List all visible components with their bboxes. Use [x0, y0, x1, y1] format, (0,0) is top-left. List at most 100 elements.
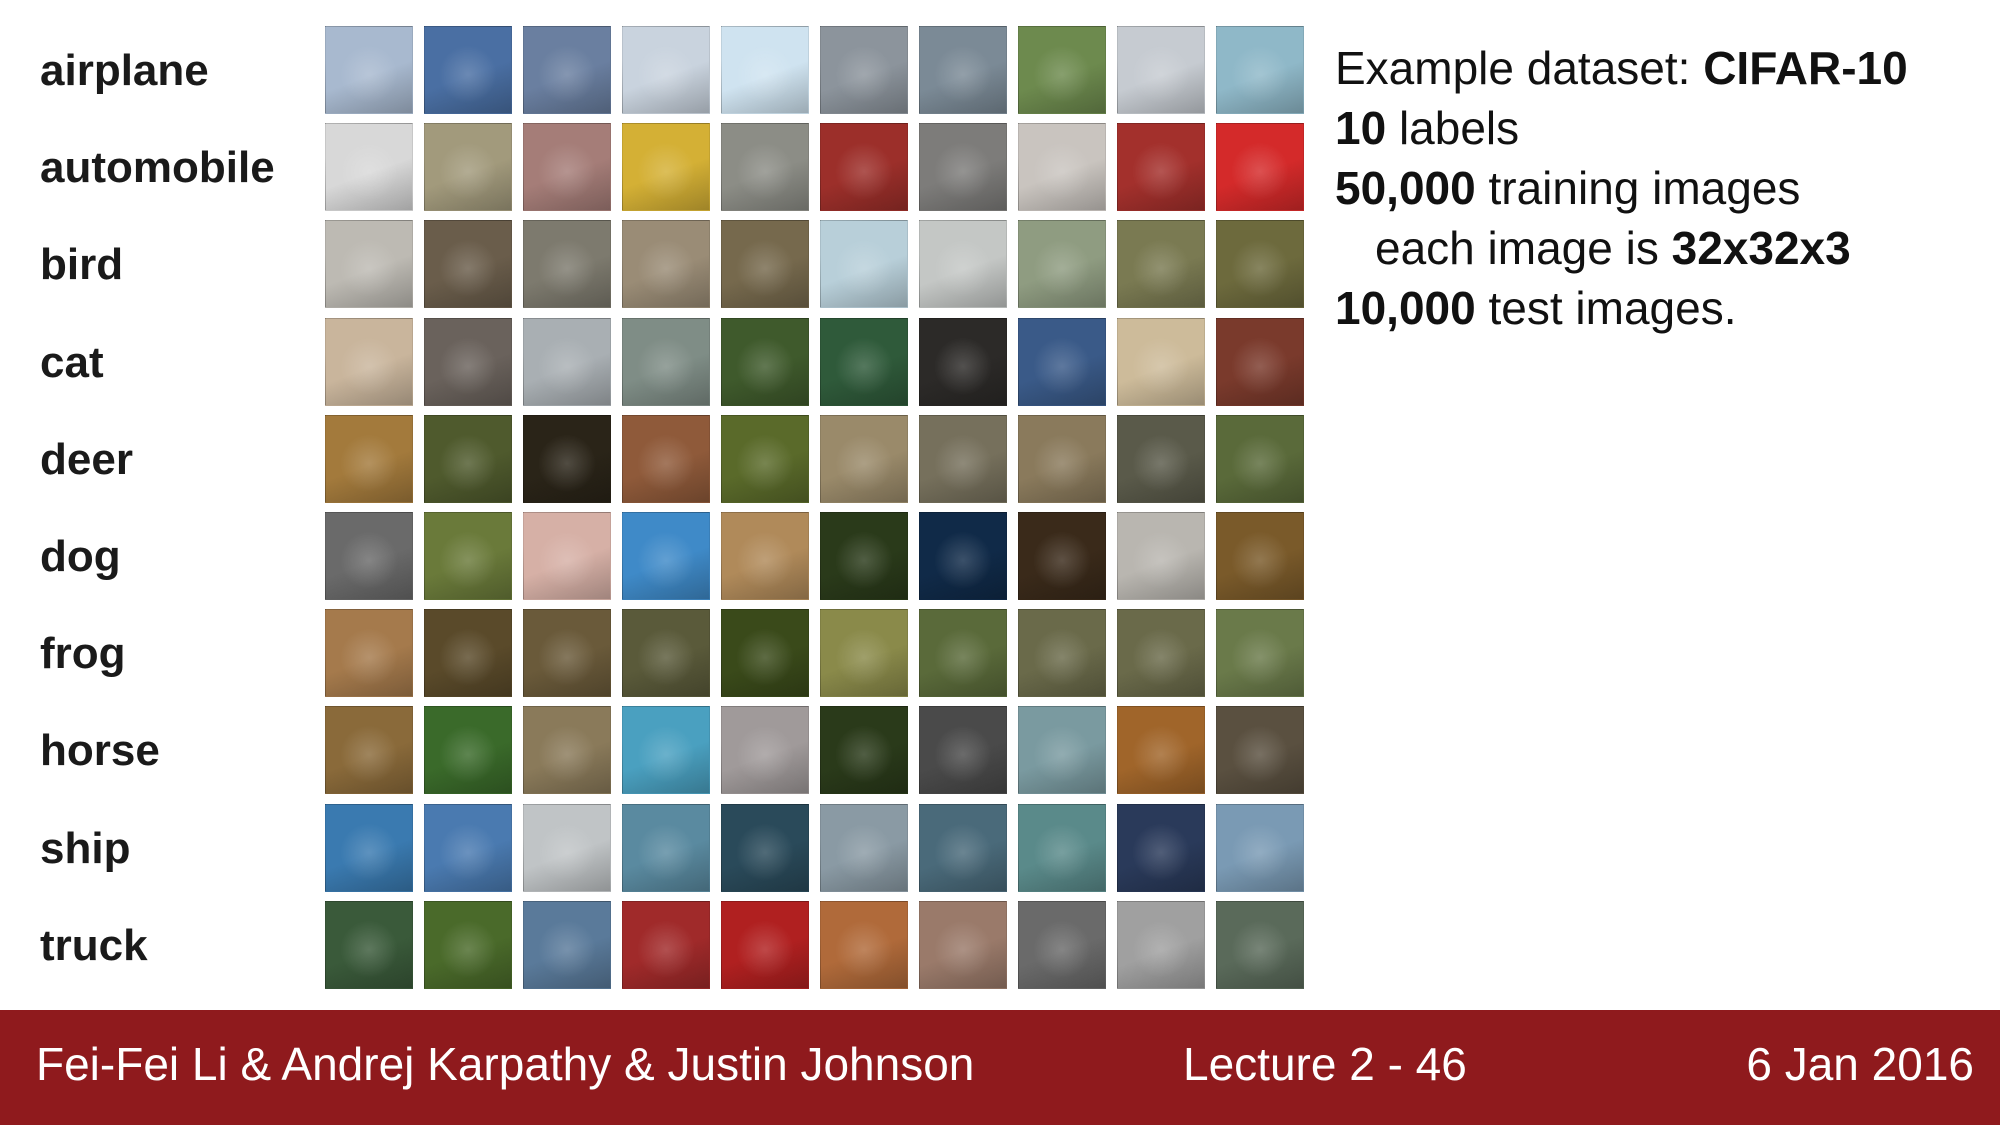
footer-lecture: Lecture 2 - 46 [1183, 1038, 1467, 1090]
sample-image [424, 900, 512, 989]
sample-image [325, 414, 413, 503]
image-size-line: each image is 32x32x3 [1335, 218, 1985, 278]
test-count: 10,000 [1335, 282, 1476, 334]
sample-image [325, 803, 413, 892]
sample-image [424, 414, 512, 503]
footer-bar: Fei-Fei Li & Andrej Karpathy & Justin Jo… [0, 1010, 2000, 1125]
sample-image [919, 123, 1007, 212]
class-label: ship [40, 823, 131, 873]
sample-image [721, 900, 809, 989]
sample-image [622, 803, 710, 892]
sample-image [1216, 414, 1304, 503]
slide: airplane automobile bird cat deer dog frog hors… [40, 26, 1985, 990]
sample-image [1018, 414, 1106, 503]
sample-image [622, 706, 710, 795]
sample-image [424, 609, 512, 698]
footer-authors: Fei-Fei Li & Andrej Karpathy & Justin Jo… [36, 1038, 975, 1090]
sample-image [1216, 123, 1304, 212]
sample-image [523, 512, 611, 600]
sample-image [1018, 900, 1106, 989]
sample-image [1117, 317, 1205, 406]
sample-image [523, 803, 611, 892]
sample-image [622, 512, 710, 600]
dataset-title-line: Example dataset: CIFAR-10 [1335, 38, 1985, 98]
sample-image [523, 220, 611, 309]
sample-image [820, 123, 908, 212]
sample-image [721, 803, 809, 892]
sample-image [721, 317, 809, 406]
sample-image [424, 512, 512, 600]
sample-image [523, 123, 611, 212]
sample-image [721, 609, 809, 698]
sample-image [325, 706, 413, 795]
sample-image [1018, 26, 1106, 114]
sample-image [1117, 123, 1205, 212]
sample-image [523, 414, 611, 503]
sample-image [325, 26, 413, 114]
sample-image [325, 317, 413, 406]
sample-image [919, 803, 1007, 892]
sample-image [1216, 220, 1304, 309]
sample-image [523, 26, 611, 114]
sample-image [424, 26, 512, 114]
sample-image [721, 26, 809, 114]
dataset-prefix: Example dataset: [1335, 42, 1704, 94]
sample-image [1117, 414, 1205, 503]
sample-image [820, 512, 908, 600]
sample-image [523, 317, 611, 406]
class-label: airplane [40, 46, 209, 95]
sample-image [1018, 512, 1106, 600]
class-label: automobile [40, 143, 275, 193]
sample-image [1018, 123, 1106, 212]
sample-image [523, 609, 611, 698]
sample-image [622, 26, 710, 114]
sample-image [919, 317, 1007, 406]
sample-image [1018, 609, 1106, 698]
sample-image [721, 123, 809, 212]
sample-image [424, 317, 512, 406]
class-label: truck [40, 920, 148, 970]
training-text: training images [1475, 162, 1801, 214]
sample-image [622, 317, 710, 406]
image-size-value: 32x32x3 [1671, 222, 1851, 274]
sample-image [919, 706, 1007, 795]
sample-image [622, 220, 710, 309]
test-text: test images. [1475, 282, 1737, 334]
sample-image [523, 900, 611, 989]
sample-image [1117, 609, 1205, 698]
sample-image [721, 706, 809, 795]
class-label: horse [40, 726, 160, 776]
sample-image [1018, 706, 1106, 795]
training-line: 50,000 training images [1335, 158, 1985, 218]
sample-image [523, 706, 611, 795]
sample-image [820, 900, 908, 989]
sample-image [325, 123, 413, 212]
sample-image [1117, 26, 1205, 114]
class-label: cat [40, 337, 104, 387]
image-grid [325, 26, 1307, 990]
sample-image [820, 414, 908, 503]
sample-image [919, 220, 1007, 309]
sample-image [325, 512, 413, 600]
sample-image [325, 609, 413, 698]
sample-image [820, 317, 908, 406]
sample-image [1216, 706, 1304, 795]
sample-image [820, 220, 908, 309]
sample-image [622, 609, 710, 698]
sample-image [1018, 220, 1106, 309]
dataset-info: Example dataset: CIFAR-10 10 labels 50,0… [1335, 38, 1985, 338]
sample-image [424, 123, 512, 212]
sample-image [1117, 803, 1205, 892]
sample-image [622, 900, 710, 989]
class-label: deer [40, 434, 133, 484]
sample-image [1216, 609, 1304, 698]
sample-image [1216, 512, 1304, 600]
sample-image [919, 26, 1007, 114]
sample-image [919, 609, 1007, 698]
sample-image [1117, 900, 1205, 989]
sample-image [1117, 706, 1205, 795]
labels-line: 10 labels [1335, 98, 1985, 158]
sample-image [424, 803, 512, 892]
sample-image [1216, 900, 1304, 989]
sample-image [820, 609, 908, 698]
